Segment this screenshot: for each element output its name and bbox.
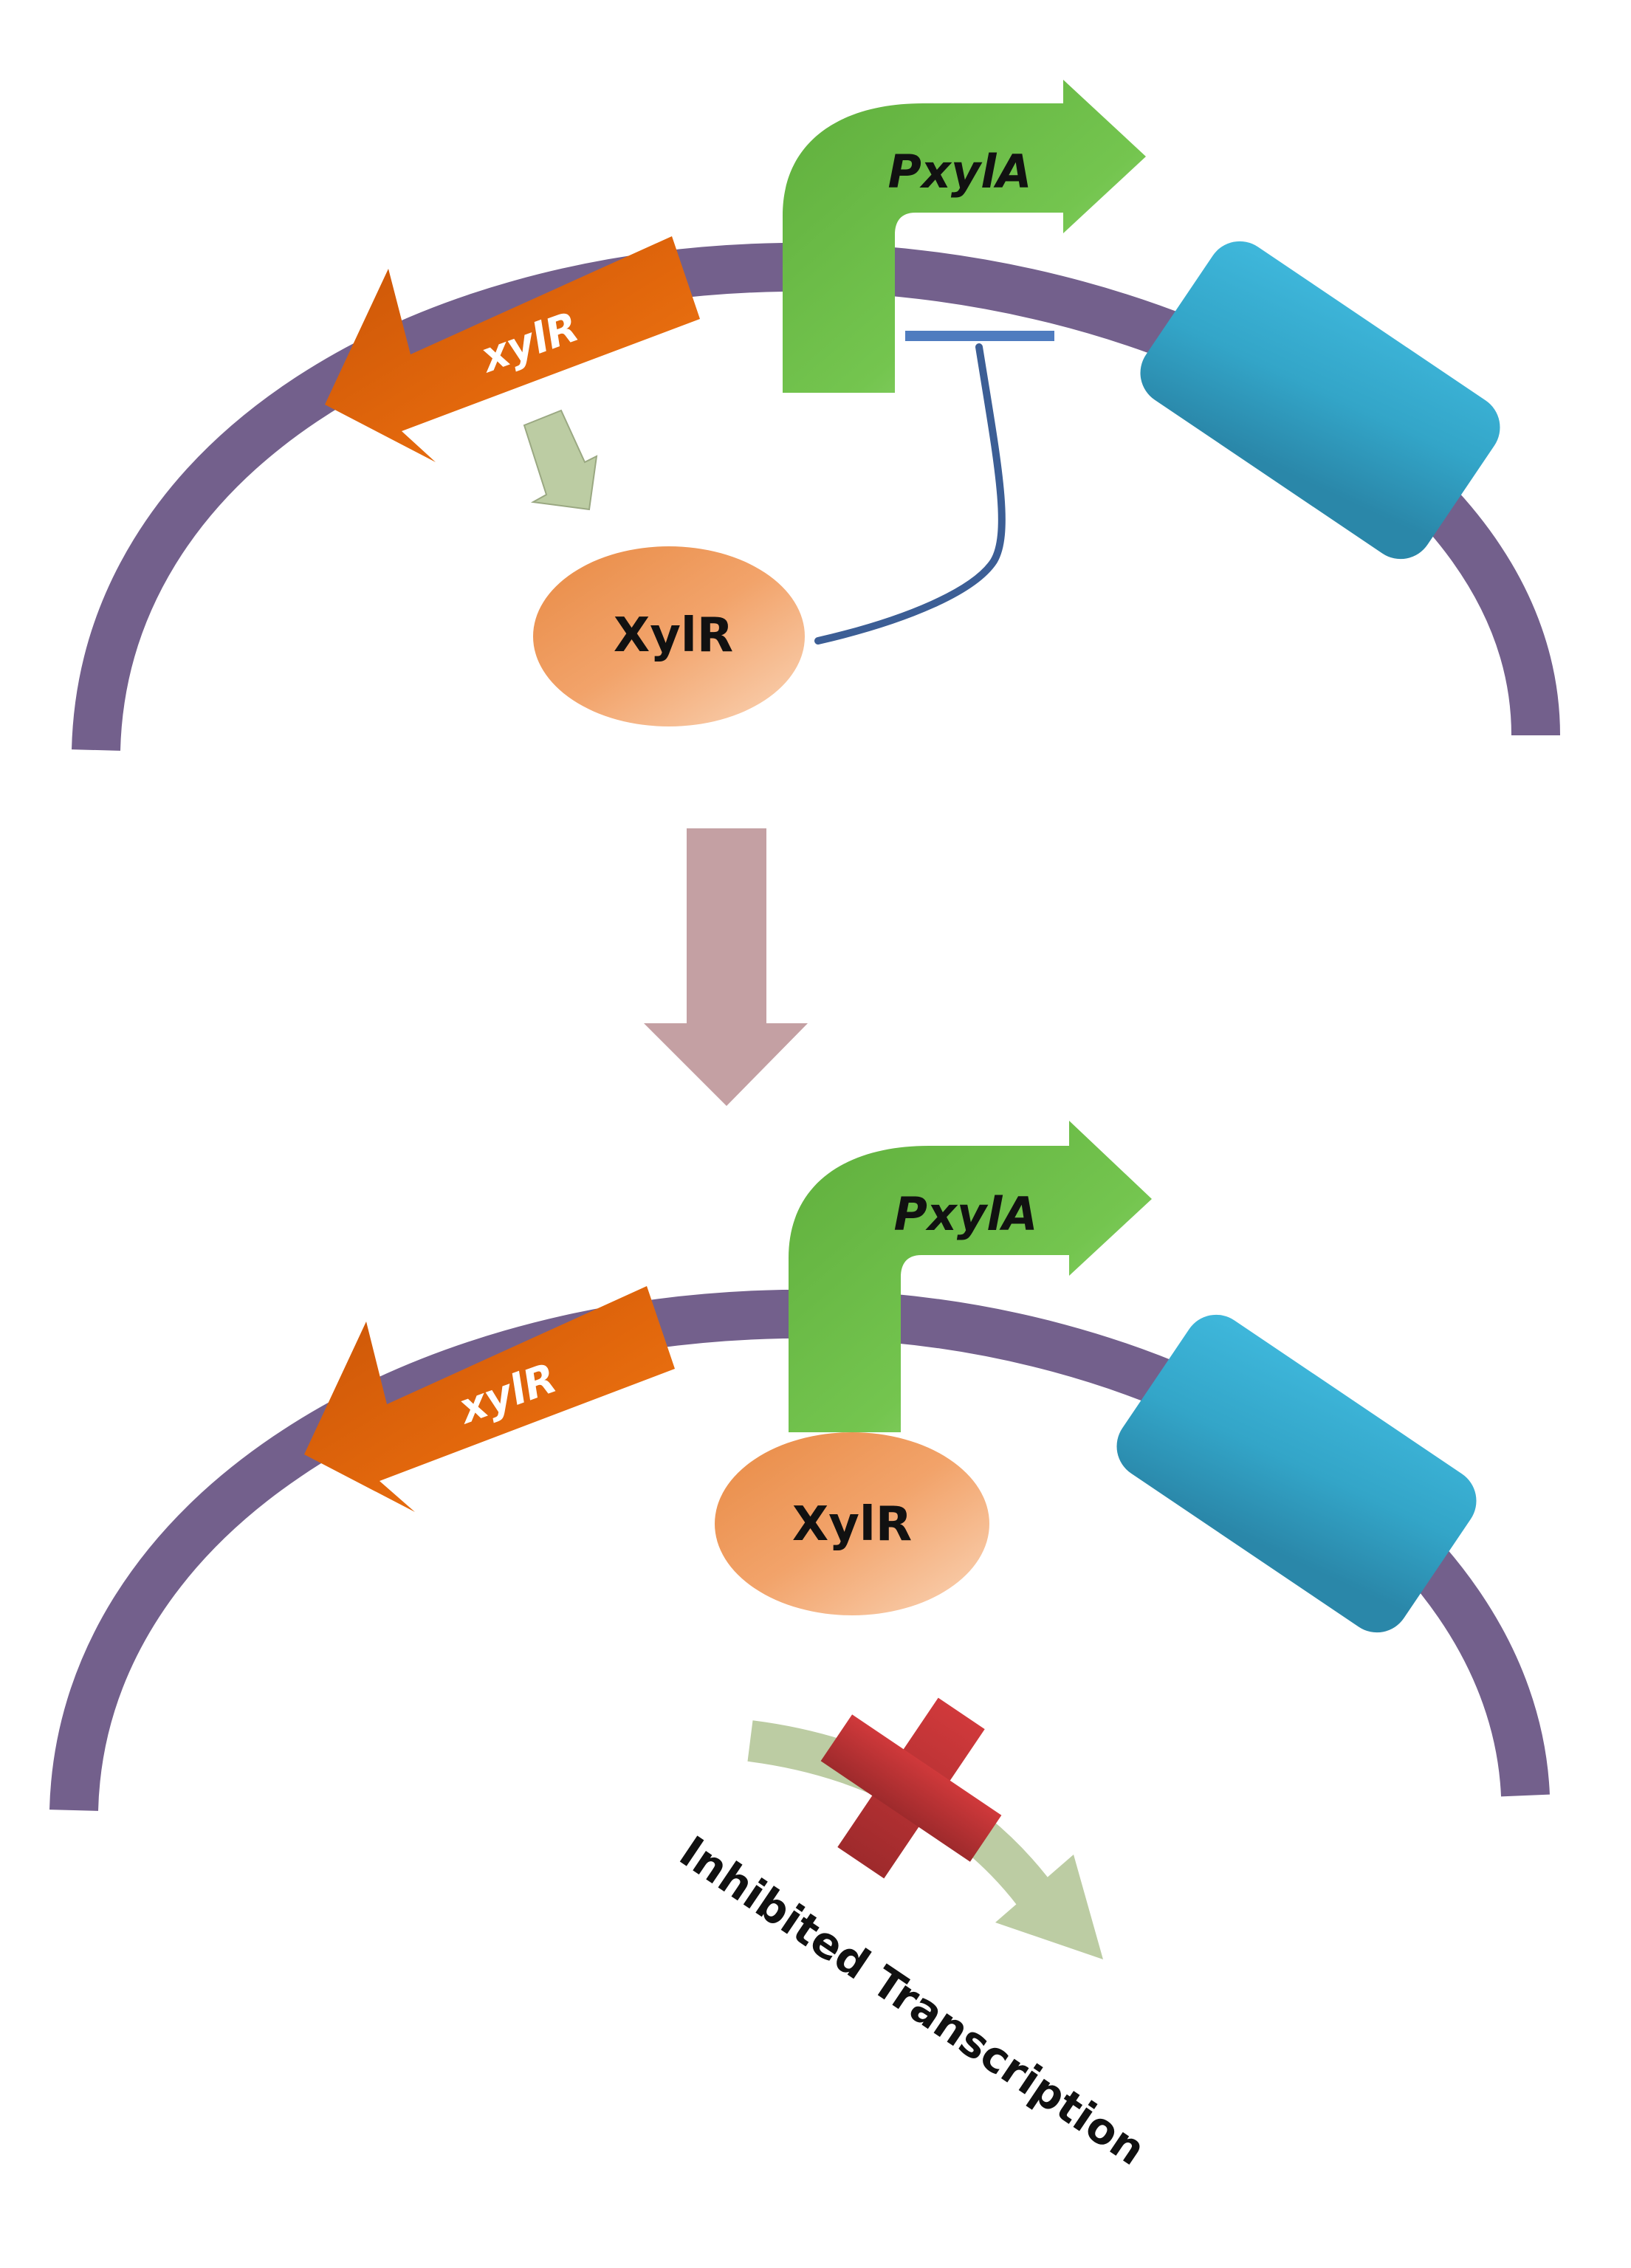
xylr-gene-arrow: xylR bbox=[304, 1286, 675, 1512]
xylr-protein bbox=[533, 546, 805, 726]
inhibited-transcription-label: Inhibited Transcription bbox=[671, 1827, 1155, 2175]
panel-bottom: xylR PxylA XylR Inhibited Transcription bbox=[49, 1121, 1550, 2175]
pxyla-promoter-label: PxylA bbox=[893, 1187, 1037, 1241]
pxyla-promoter-arrow: PxylA bbox=[783, 80, 1146, 393]
xylr-gene-arrow: xylR bbox=[325, 236, 700, 462]
xylr-protein-bound bbox=[715, 1432, 989, 1615]
pxyla-promoter-label: PxylA bbox=[887, 145, 1031, 199]
repression-bar bbox=[905, 331, 1054, 341]
xylr-protein-label: XylR bbox=[792, 1497, 912, 1552]
expression-arrow bbox=[523, 409, 598, 511]
block-x-mark bbox=[820, 1697, 1002, 1879]
transition-arrow bbox=[644, 828, 808, 1106]
repression-line bbox=[814, 343, 1006, 645]
xylr-protein-label: XylR bbox=[614, 608, 733, 663]
downstream-gene-block bbox=[1140, 241, 1500, 560]
panel-top: xylR PxylA XylR bbox=[72, 80, 1560, 751]
downstream-gene-block bbox=[1116, 1314, 1477, 1633]
pxyla-promoter-arrow: PxylA bbox=[789, 1121, 1152, 1432]
